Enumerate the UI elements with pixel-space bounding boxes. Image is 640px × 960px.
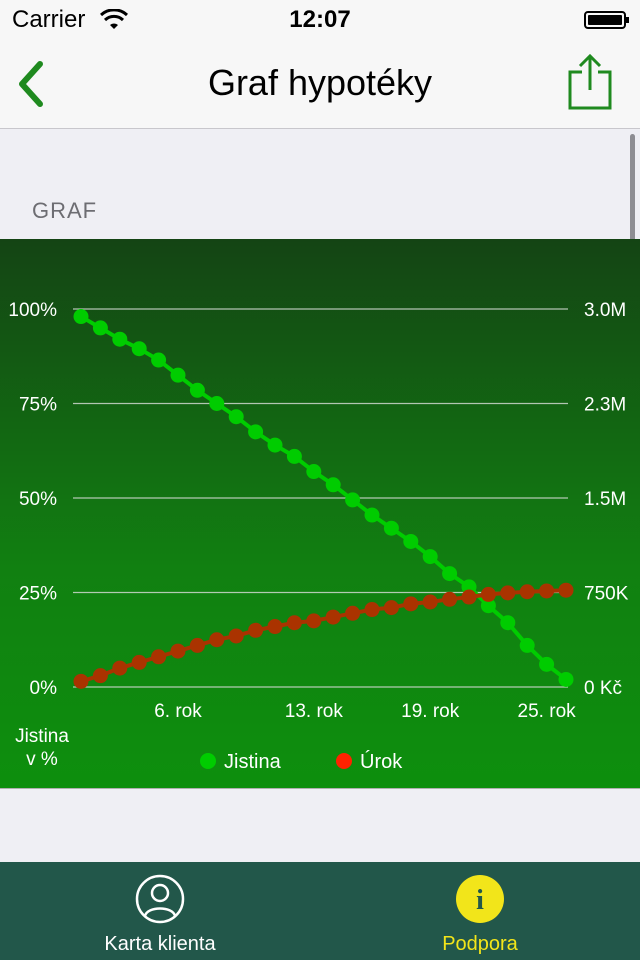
legend-label-urok: Úrok xyxy=(360,750,403,773)
data-point-úrok xyxy=(325,609,341,625)
data-point-úrok xyxy=(73,673,89,689)
data-point-jistina xyxy=(345,492,361,508)
data-point-jistina xyxy=(442,566,458,582)
data-point-úrok xyxy=(461,589,477,605)
y-tick-label-right: 2.3M xyxy=(584,395,626,416)
data-point-jistina xyxy=(170,367,186,383)
data-point-jistina xyxy=(267,437,283,453)
data-point-úrok xyxy=(228,628,244,644)
data-point-úrok xyxy=(519,584,535,600)
data-point-jistina xyxy=(422,549,438,565)
data-point-jistina xyxy=(286,448,302,464)
data-point-úrok xyxy=(345,605,361,621)
tab-label: Karta klienta xyxy=(104,933,216,955)
data-point-jistina xyxy=(189,382,205,398)
tab-podpora[interactable]: i Podpora xyxy=(320,862,640,960)
data-point-jistina xyxy=(519,637,535,653)
tab-label: Podpora xyxy=(442,933,518,955)
data-point-úrok xyxy=(248,622,264,638)
x-tick-label: 25. rok xyxy=(518,701,577,722)
data-point-jistina xyxy=(151,352,167,368)
data-point-jistina xyxy=(209,396,225,411)
data-point-jistina xyxy=(364,507,380,523)
y-tick-label-right: 3.0M xyxy=(584,300,626,321)
data-point-jistina xyxy=(539,656,555,672)
status-bar: Carrier 12:07 xyxy=(0,0,640,40)
x-tick-label: 6. rok xyxy=(154,701,202,722)
svg-text:i: i xyxy=(476,885,484,916)
data-point-jistina xyxy=(73,309,89,325)
y-tick-label-left: 25% xyxy=(19,584,57,605)
data-point-jistina xyxy=(403,533,419,549)
back-chevron-icon[interactable] xyxy=(10,58,60,110)
tab-karta-klienta[interactable]: Karta klienta xyxy=(0,862,320,960)
data-point-jistina xyxy=(248,424,264,440)
data-point-úrok xyxy=(539,583,555,599)
legend-marker-jistina xyxy=(200,753,216,769)
info-icon: i xyxy=(456,875,504,923)
x-tick-label: 19. rok xyxy=(401,701,460,722)
data-point-úrok xyxy=(500,585,516,601)
y-tick-label-left: 0% xyxy=(30,678,58,699)
data-point-úrok xyxy=(286,615,302,631)
data-point-jistina xyxy=(325,477,341,493)
data-point-jistina xyxy=(558,671,574,687)
data-point-úrok xyxy=(189,637,205,653)
battery-icon xyxy=(584,11,629,29)
data-point-jistina xyxy=(500,615,516,631)
data-point-jistina xyxy=(112,331,128,347)
section-header: GRAF xyxy=(32,198,98,223)
data-point-úrok xyxy=(383,600,399,616)
legend-marker-urok xyxy=(336,753,352,769)
share-icon[interactable] xyxy=(568,54,612,110)
legend-label-jistina: Jistina xyxy=(224,751,282,773)
y-tick-label-right: 0 Kč xyxy=(584,678,622,699)
clock: 12:07 xyxy=(289,6,351,33)
data-point-úrok xyxy=(92,668,108,684)
data-point-jistina xyxy=(383,520,399,536)
left-axis-caption: Jistina xyxy=(15,726,69,747)
data-point-úrok xyxy=(267,619,283,635)
data-point-úrok xyxy=(364,602,380,618)
navigation-bar: Graf hypotéky xyxy=(0,40,640,129)
y-tick-label-left: 100% xyxy=(8,300,57,321)
y-tick-label-left: 50% xyxy=(19,489,57,510)
data-point-jistina xyxy=(228,409,244,425)
chart-svg: 0% 0 Kč 25% 750K 50% 1.5M 75% 2.3M 100% 3.0M 6. ro… xyxy=(8,300,629,773)
left-axis-caption: v % xyxy=(26,749,58,770)
data-point-úrok xyxy=(480,586,496,602)
data-point-úrok xyxy=(558,582,574,598)
tab-bar: Karta klienta i Podpora xyxy=(0,862,640,960)
data-point-úrok xyxy=(403,596,419,612)
page-title: Graf hypotéky xyxy=(207,62,433,103)
person-icon xyxy=(135,874,185,924)
data-point-úrok xyxy=(151,649,167,665)
x-tick-label: 13. rok xyxy=(285,701,344,722)
data-point-úrok xyxy=(422,594,438,610)
y-tick-label-right: 1.5M xyxy=(584,489,626,510)
data-point-úrok xyxy=(306,613,322,629)
data-point-jistina xyxy=(131,341,147,357)
y-tick-label-right: 750K xyxy=(584,584,629,605)
y-tick-label-left: 75% xyxy=(19,395,57,416)
data-point-jistina xyxy=(92,320,108,336)
data-point-jistina xyxy=(480,598,496,614)
data-point-jistina xyxy=(306,464,322,480)
mortgage-chart: 0% 0 Kč 25% 750K 50% 1.5M 75% 2.3M 100% 3.0M 6. ro… xyxy=(0,239,640,789)
data-point-úrok xyxy=(442,591,458,607)
carrier-label: Carrier xyxy=(12,6,86,33)
data-point-úrok xyxy=(131,654,147,670)
data-point-úrok xyxy=(209,632,225,648)
data-point-úrok xyxy=(170,643,186,659)
wifi-icon xyxy=(100,9,128,29)
data-point-úrok xyxy=(112,660,128,676)
